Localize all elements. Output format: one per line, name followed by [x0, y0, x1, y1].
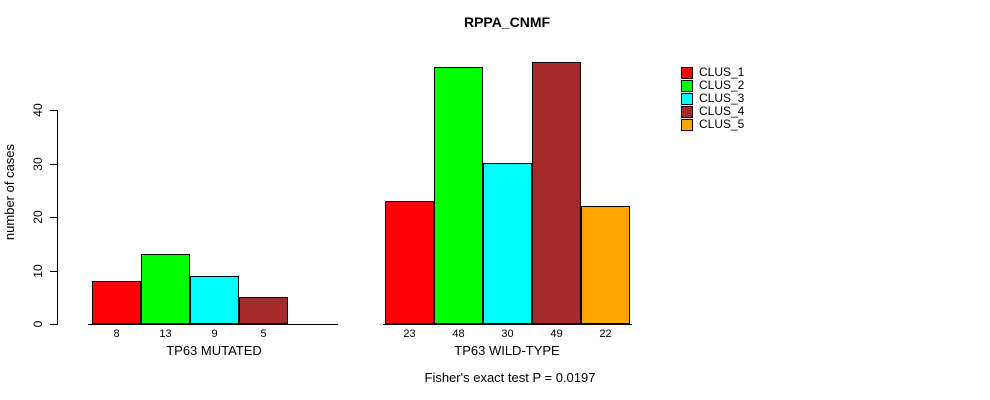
bar-tp63-wild-type-clus_3: [483, 163, 532, 324]
legend-swatch-clus_3: [681, 92, 693, 105]
bar-tp63-wild-type-clus_4: [532, 62, 581, 324]
x-axis-baseline-tp63-wild-type: [383, 324, 632, 325]
bar-value-tp63-wild-type-clus_2: 48: [452, 328, 465, 340]
legend-label-clus_4: CLUS_4: [699, 104, 745, 118]
bar-tp63-wild-type-clus_5: [581, 206, 630, 324]
y-axis-line: [57, 110, 58, 325]
bar-tp63-mutated-clus_2: [141, 254, 190, 324]
legend-label-clus_1: CLUS_1: [699, 65, 745, 79]
x-axis-baseline-tp63-mutated: [88, 324, 338, 325]
bar-value-tp63-wild-type-clus_3: 30: [501, 328, 514, 340]
y-axis-tick-label: 30: [31, 156, 45, 171]
bar-tp63-mutated-clus_3: [190, 276, 239, 324]
y-axis-tick: [50, 217, 57, 218]
fisher-test-annotation: Fisher's exact test P = 0.0197: [424, 370, 596, 385]
y-axis-label: number of cases: [2, 143, 17, 241]
x-axis-label-wildtype: TP63 WILD-TYPE: [454, 343, 560, 358]
legend-label-clus_3: CLUS_3: [699, 91, 745, 105]
y-axis-tick-label: 0: [31, 320, 45, 328]
legend-item-clus_5: CLUS_5: [681, 118, 744, 131]
bar-value-tp63-mutated-clus_4: 5: [260, 328, 267, 340]
legend-item-clus_3: CLUS_3: [681, 92, 744, 105]
legend-label-clus_5: CLUS_5: [699, 117, 745, 131]
y-axis-tick-label: 20: [31, 210, 45, 224]
bar-value-tp63-mutated-clus_3: 9: [211, 328, 218, 340]
bar-tp63-mutated-clus_4: [239, 297, 288, 324]
x-axis-label-mutated: TP63 MUTATED: [166, 343, 262, 358]
y-axis-tick: [50, 270, 57, 272]
bar-value-tp63-wild-type-clus_5: 22: [599, 328, 612, 340]
legend-item-clus_1: CLUS_1: [681, 66, 744, 79]
y-axis-tick: [50, 110, 57, 111]
y-axis-tick-label: 10: [31, 263, 45, 278]
legend-item-clus_4: CLUS_4: [681, 105, 744, 118]
legend: CLUS_1 CLUS_2 CLUS_3 CLUS_4 CLUS_5: [681, 66, 744, 131]
bar-tp63-mutated-clus_1: [92, 281, 141, 324]
bar-value-tp63-wild-type-clus_1: 23: [403, 328, 416, 340]
bar-value-tp63-mutated-clus_2: 13: [159, 328, 172, 340]
legend-swatch-clus_1: [681, 66, 693, 79]
legend-item-clus_2: CLUS_2: [681, 79, 744, 92]
y-axis-tick: [50, 324, 57, 325]
bar-value-tp63-mutated-clus_1: 8: [113, 328, 120, 340]
legend-swatch-clus_4: [681, 105, 693, 118]
bar-tp63-wild-type-clus_1: [385, 201, 434, 324]
bar-value-tp63-wild-type-clus_4: 49: [550, 328, 563, 340]
y-axis-tick: [50, 163, 57, 165]
legend-swatch-clus_2: [681, 79, 693, 92]
legend-swatch-clus_5: [681, 118, 693, 131]
bar-tp63-wild-type-clus_2: [434, 67, 483, 324]
legend-label-clus_2: CLUS_2: [699, 78, 745, 92]
y-axis-tick-label: 40: [31, 103, 45, 117]
chart-title: RPPA_CNMF: [463, 14, 551, 30]
